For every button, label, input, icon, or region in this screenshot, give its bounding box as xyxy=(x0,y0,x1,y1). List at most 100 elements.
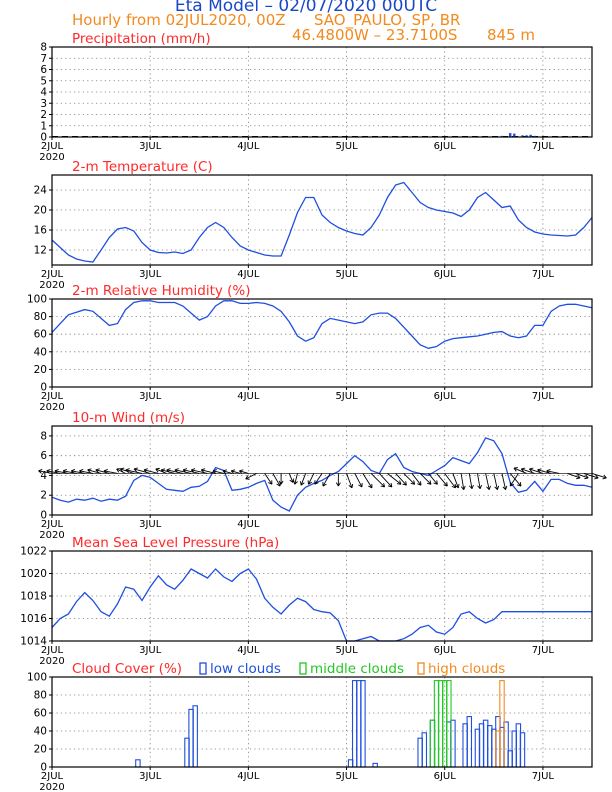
wind-vector xyxy=(133,468,151,474)
xtick-label: 4JUL xyxy=(237,645,260,656)
wind-vector-head xyxy=(358,482,363,488)
wind-vector xyxy=(294,473,298,485)
wind-frame xyxy=(51,425,593,516)
wind-vector xyxy=(444,473,456,489)
precip-bar xyxy=(521,135,524,137)
xtick-label: 3JUL xyxy=(139,519,162,530)
wind-vector-head xyxy=(433,480,438,485)
xtick-label: 3JUL xyxy=(139,391,162,402)
legend-swatch-low-clouds xyxy=(199,662,207,675)
wind-vector-head xyxy=(222,469,227,475)
xtick-label: 6JUL xyxy=(434,269,457,280)
wind-vector xyxy=(362,473,373,489)
xtick-label: 4JUL xyxy=(237,391,260,402)
cloud-frame xyxy=(51,676,593,768)
wind-vector-head xyxy=(410,480,416,485)
xtick-label: 4JUL xyxy=(237,771,260,782)
wind-vector xyxy=(529,468,544,474)
wind-vector xyxy=(477,473,481,489)
xtick-label: 3JUL xyxy=(139,771,162,782)
wind-vector-head xyxy=(268,480,273,485)
wind-vector-head xyxy=(289,478,294,483)
ytick-label: 1016 xyxy=(20,613,47,625)
wind-vector xyxy=(583,473,599,479)
wind-vector-head xyxy=(443,482,448,487)
wind-vector xyxy=(403,473,415,485)
wind-vector-head xyxy=(520,467,526,473)
wind-vector-head xyxy=(79,468,84,474)
ytick-label: 12 xyxy=(34,245,47,257)
wind-vector-head xyxy=(426,480,432,485)
wind-vector-head xyxy=(166,468,171,473)
wind-vector xyxy=(87,469,102,474)
mslp-frame xyxy=(51,550,593,642)
wind-vector xyxy=(419,473,432,485)
legend-label: high clouds xyxy=(428,661,505,677)
station-name: SAO_PAULO, SP, BR xyxy=(314,11,460,30)
ytick-label: 1014 xyxy=(20,636,47,648)
xtick-label: 5JUL xyxy=(335,269,358,280)
wind-vector xyxy=(125,469,143,474)
xtick-label: 7JUL xyxy=(532,771,555,782)
xtick-year: 2020 xyxy=(39,402,64,413)
wind-vector xyxy=(245,473,257,480)
ytick-label: 0 xyxy=(40,762,47,774)
wind-vector-head xyxy=(537,468,542,474)
ytick-label: 80 xyxy=(34,690,47,702)
ytick-label: 20 xyxy=(34,364,47,376)
wind-vector-head xyxy=(46,468,51,474)
wind-vector xyxy=(452,473,459,489)
precip-bar xyxy=(508,133,512,137)
wind-vector-head xyxy=(239,469,244,475)
wind-vector xyxy=(222,470,233,474)
ytick-label: 1018 xyxy=(20,591,47,603)
mslp-panel: Mean Sea Level Pressure (hPa) 1014 1016 101… xyxy=(20,535,593,667)
wind-vector-head xyxy=(529,467,534,473)
cloud-title: Cloud Cover (%) xyxy=(72,661,182,677)
wind-vector xyxy=(212,470,224,474)
ytick-label: 1020 xyxy=(20,568,47,580)
ytick-label: 20 xyxy=(34,205,47,217)
cloud-bar-low-clouds xyxy=(135,759,141,768)
wind-vector xyxy=(501,473,507,490)
wind-vector xyxy=(166,469,184,474)
xtick-label: 3JUL xyxy=(139,645,162,656)
xtick-label: 2JUL xyxy=(41,771,64,782)
wind-vector xyxy=(231,470,241,474)
wind-vector xyxy=(155,468,167,474)
xtick-label: 2JUL xyxy=(41,141,64,152)
wind-vector xyxy=(182,469,200,474)
wind-vector-head xyxy=(54,468,59,474)
wind-vector-head xyxy=(477,484,483,490)
rh-line xyxy=(51,300,593,349)
xtick-label: 5JUL xyxy=(335,141,358,152)
wind-vector-head xyxy=(200,468,206,474)
xtick-label: 5JUL xyxy=(335,519,358,530)
xtick-label: 7JUL xyxy=(532,645,555,656)
precip-frame xyxy=(51,46,593,138)
xtick-label: 7JUL xyxy=(532,141,555,152)
wind-vector-head xyxy=(299,481,305,486)
ytick-label: 100 xyxy=(27,294,47,306)
xtick-label: 4JUL xyxy=(237,141,260,152)
wind-vector-head xyxy=(513,467,518,472)
wind-vector xyxy=(288,473,294,483)
xtick-year: 2020 xyxy=(39,530,64,541)
xtick-label: 5JUL xyxy=(335,771,358,782)
legend-label: middle clouds xyxy=(310,661,404,677)
wind-vector xyxy=(264,473,273,485)
ytick-label: 80 xyxy=(34,311,47,323)
ytick-label: 16 xyxy=(34,225,48,237)
ytick-label: 2 xyxy=(40,490,47,502)
wind-vector xyxy=(546,470,560,474)
wind-vector xyxy=(346,473,353,489)
wind-vector-head xyxy=(133,467,138,473)
wind-vector-head xyxy=(335,482,341,487)
wind-vector xyxy=(79,470,93,474)
xtick-label: 6JUL xyxy=(434,391,457,402)
precip-bar xyxy=(529,134,532,137)
wind-line xyxy=(51,437,593,512)
wind-vector-head xyxy=(509,482,515,487)
